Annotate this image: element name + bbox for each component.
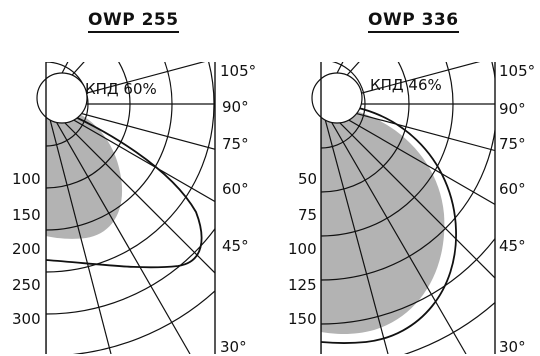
angle-label-30: 30° bbox=[499, 338, 526, 356]
efficiency-label: КПД 60% bbox=[85, 80, 157, 98]
diagram-owp-255: OWP 255 bbox=[0, 0, 270, 356]
diagram-owp-336: OWP 336 bbox=[270, 0, 540, 356]
angle-label-90: 90° bbox=[499, 100, 526, 118]
diagram-title: OWP 336 bbox=[368, 10, 459, 33]
diagram-title: OWP 255 bbox=[88, 10, 179, 33]
angle-label-60: 60° bbox=[222, 180, 249, 198]
distribution-curve bbox=[321, 103, 457, 345]
angle-label-105: 105° bbox=[499, 62, 536, 80]
efficiency-label: КПД 46% bbox=[370, 76, 442, 94]
radial-label-50: 50 bbox=[298, 170, 318, 188]
angle-label-45: 45° bbox=[499, 237, 526, 255]
radial-label-250: 250 bbox=[12, 276, 41, 294]
radial-label-75: 75 bbox=[298, 206, 318, 224]
polar-grid-owp-255 bbox=[36, 62, 216, 354]
shaded-distribution bbox=[46, 105, 123, 239]
radial-label-150: 150 bbox=[12, 206, 41, 224]
centre-disc bbox=[311, 72, 363, 124]
angle-label-75: 75° bbox=[499, 135, 526, 153]
radial-label-200: 200 bbox=[12, 240, 41, 258]
radial-label-100: 100 bbox=[288, 240, 317, 258]
polar-grid-owp-336 bbox=[311, 62, 496, 354]
angle-label-105: 105° bbox=[220, 62, 257, 80]
radial-label-300: 300 bbox=[12, 310, 41, 328]
centre-disc bbox=[36, 72, 88, 124]
distribution-curve bbox=[46, 103, 203, 269]
radial-label-125: 125 bbox=[288, 276, 317, 294]
angle-label-45: 45° bbox=[222, 237, 249, 255]
angle-label-75: 75° bbox=[222, 135, 249, 153]
radial-label-100: 100 bbox=[12, 170, 41, 188]
angle-label-30: 30° bbox=[220, 338, 247, 356]
angle-label-60: 60° bbox=[499, 180, 526, 198]
radial-label-150: 150 bbox=[288, 310, 317, 328]
angle-label-90: 90° bbox=[222, 98, 249, 116]
